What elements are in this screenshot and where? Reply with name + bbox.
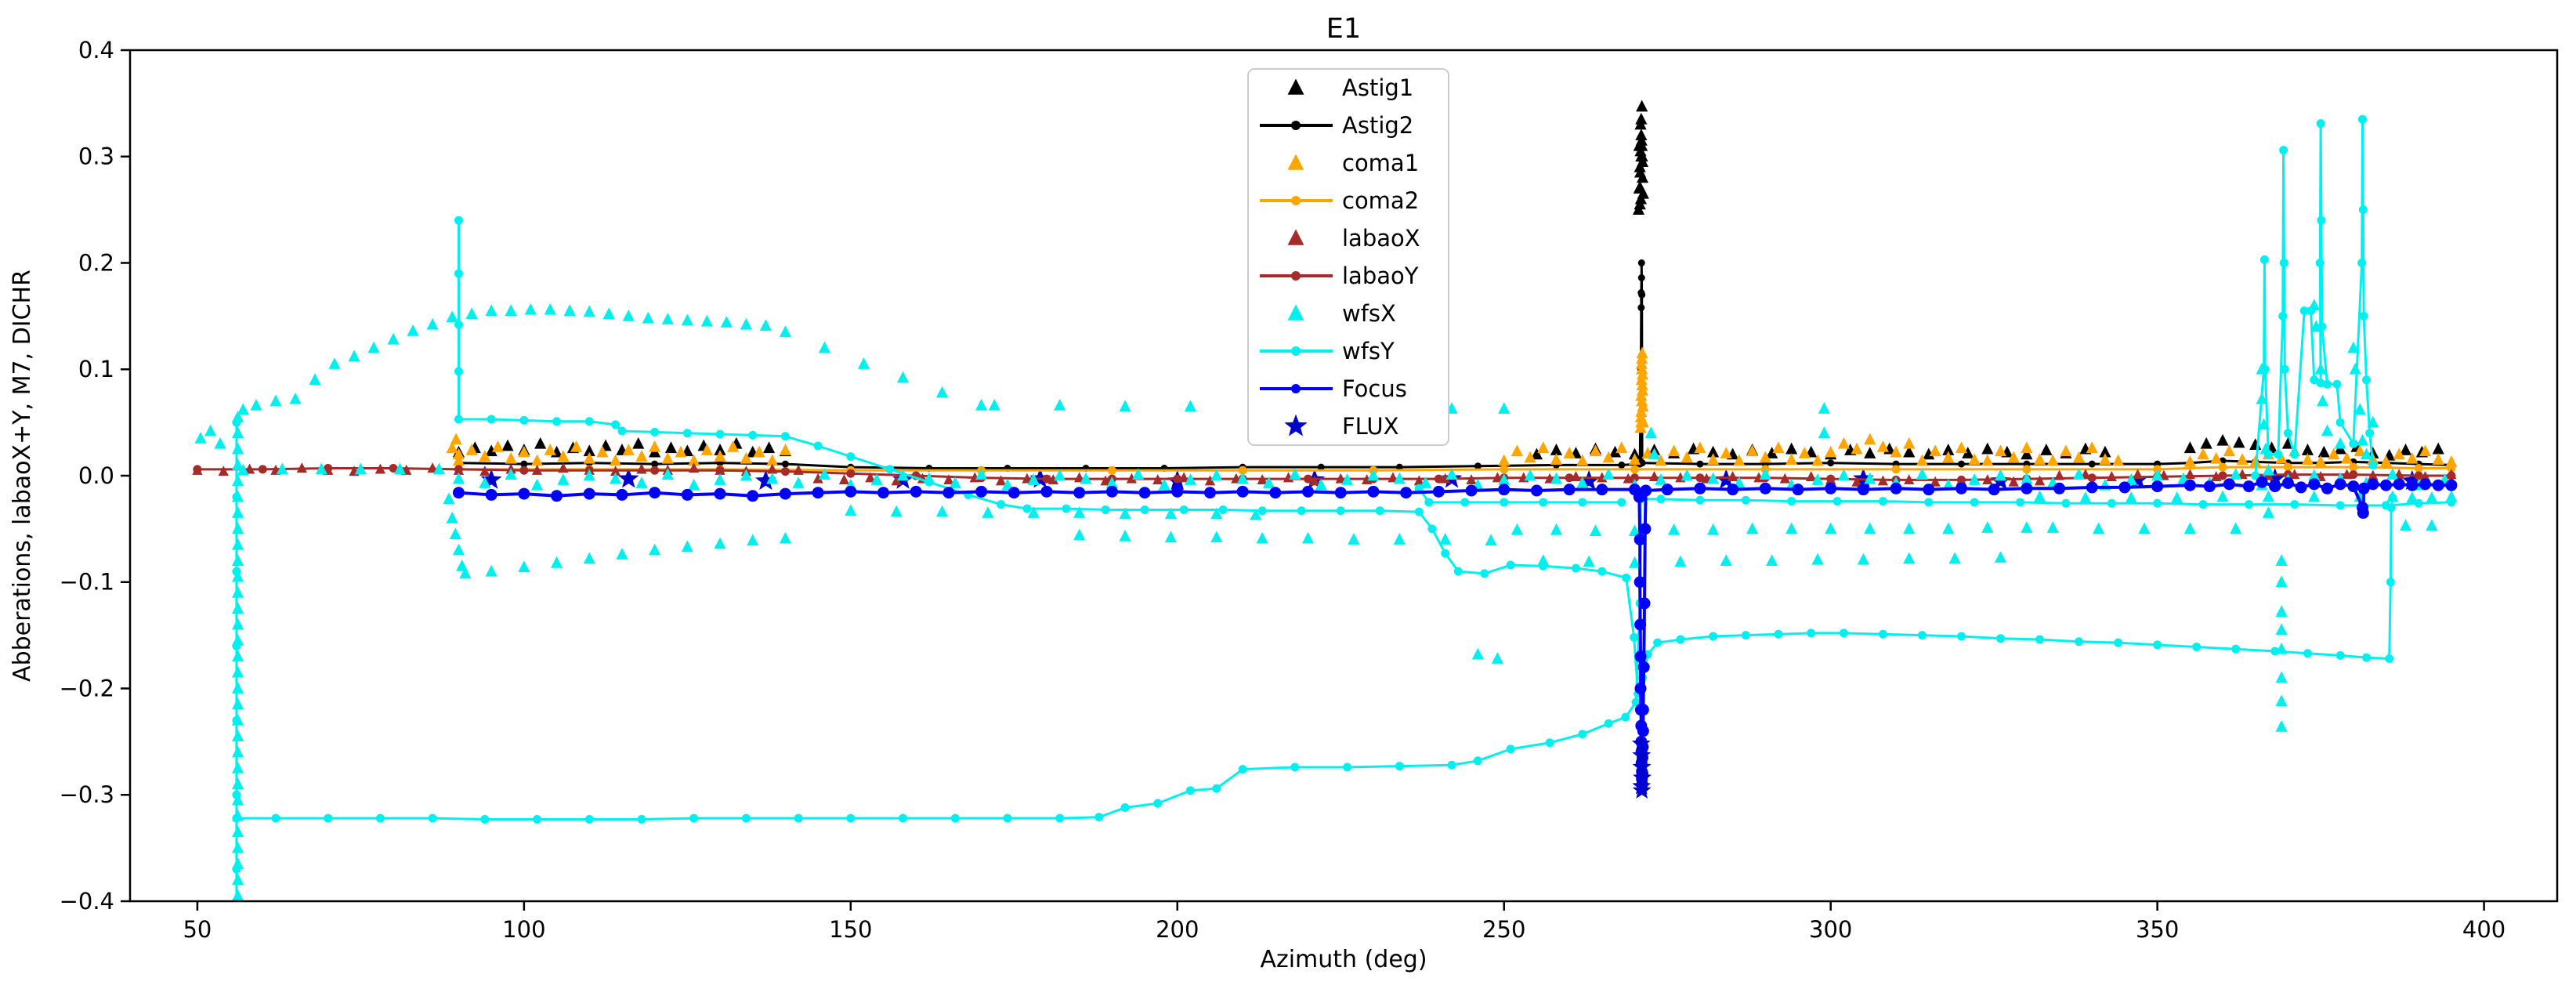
x-axis-label: Azimuth (deg) [1260,946,1427,973]
legend-label: FLUX [1342,413,1399,440]
y-tick-label: −0.1 [60,569,114,596]
x-tick-label: 250 [1482,916,1525,943]
y-tick-label: −0.4 [60,888,114,915]
y-axis-label: Abberations, labaoX+Y, M7, DICHR [9,270,36,682]
x-tick-label: 350 [2136,916,2179,943]
series-Astig2 [454,259,2455,472]
legend-entry-FLUX: FLUX [1284,413,1399,440]
legend-entry-Astig1: Astig1 [1287,74,1413,101]
legend-label: Astig1 [1342,74,1413,101]
legend-label: labaoY [1342,263,1419,289]
x-tick-label: 150 [829,916,872,943]
series-wfsY_spikes [2251,114,2378,480]
legend-label: coma2 [1342,187,1419,214]
legend-entry-coma2: coma2 [1260,187,1419,214]
series-FLUX_spike [1631,734,1652,799]
series-wfsY_upper [454,216,2397,698]
legend-label: Focus [1342,375,1407,402]
legend-entry-coma1: coma1 [1287,150,1419,176]
chart-title: E1 [1326,13,1361,45]
legend-entry-labaoY: labaoY [1260,263,1419,289]
x-tick-label: 50 [183,916,212,943]
legend-entry-Astig2: Astig2 [1260,112,1413,139]
series-wfsY_v56 [232,418,241,901]
series-layer [192,100,2458,901]
x-tick-label: 400 [2462,916,2505,943]
x-tick-label: 300 [1809,916,1852,943]
y-tick-label: 0.3 [78,143,114,170]
y-tick-label: 0.0 [78,462,114,489]
series-wfsY_mid [1414,484,1626,507]
legend-entry-Focus: Focus [1260,375,1407,402]
legend-label: wfsX [1342,300,1396,327]
y-tick-label: 0.4 [78,37,114,63]
legend-label: labaoX [1342,225,1420,252]
y-tick-label: −0.2 [60,675,114,701]
series-wfsX [194,299,2458,901]
legend-entry-wfsY: wfsY [1260,338,1395,364]
legend-label: wfsY [1342,338,1395,364]
x-tick-label: 100 [502,916,545,943]
legend-entry-labaoX: labaoX [1287,225,1420,252]
legend-label: Astig2 [1342,112,1413,139]
legend-entry-wfsX: wfsX [1287,300,1396,327]
series-coma1 [446,346,2458,467]
y-tick-label: 0.1 [78,356,114,382]
legend-label: coma1 [1342,150,1419,176]
legend: Astig1 Astig2 coma1 coma2 labaoX labaoY wfsX wf… [1247,68,1449,446]
ticks-layer: 50 100 150 200 250 300 350 400 0.4 0.3 0.2 0.1 0.0 −0… [60,37,2506,943]
y-tick-label: 0.2 [78,249,114,276]
y-tick-label: −0.3 [60,781,114,808]
x-tick-label: 200 [1156,916,1199,943]
